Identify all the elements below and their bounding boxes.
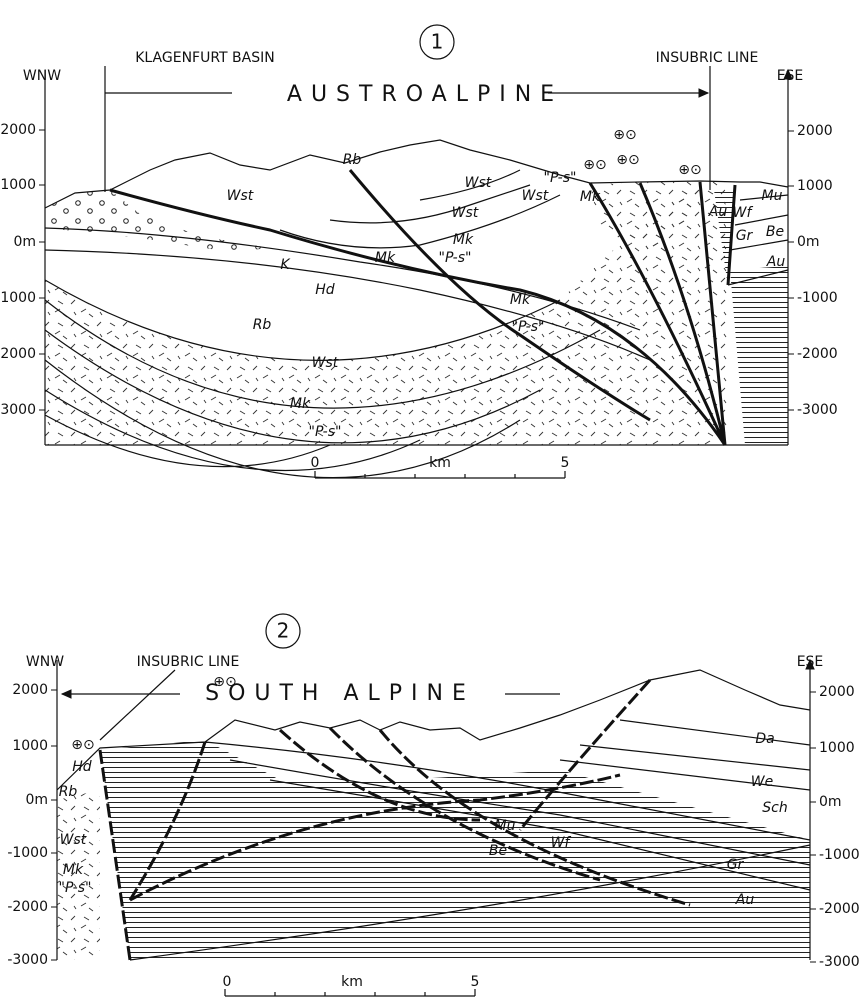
- unit-label: Wst: [60, 832, 87, 848]
- left-axis-label: -3000: [0, 402, 36, 418]
- scale-start: 0: [223, 974, 232, 990]
- unit-label: ⊕⊙: [583, 157, 606, 173]
- unit-label: ⊕⊙: [71, 737, 94, 753]
- unit-label: Sch: [762, 800, 787, 816]
- unit-label: Wf: [733, 205, 754, 221]
- unit-label: Wst: [465, 175, 492, 191]
- scale-unit: km: [429, 455, 451, 471]
- right-axis-label: 1000: [797, 178, 833, 194]
- left-axis-label: -3000: [7, 952, 48, 968]
- unit-label: ⊕⊙: [678, 162, 701, 178]
- right-axis-label: -1000: [797, 290, 838, 306]
- au-block: [730, 266, 788, 445]
- scale-end: 5: [561, 455, 570, 471]
- unit-label: Mk: [580, 189, 601, 205]
- unit-label: Mu: [762, 188, 783, 204]
- unit-label: Mk: [510, 292, 531, 308]
- unit-label: Hd: [315, 282, 335, 298]
- left-axis-label: 0m: [13, 234, 36, 250]
- region-label: INSUBRIC LINE: [137, 654, 240, 670]
- unit-label: "P-s": [544, 170, 577, 186]
- left-axis-label: 1000: [0, 177, 36, 193]
- direction: WNW: [23, 68, 61, 84]
- unit-label: ⊕⊙: [613, 127, 636, 143]
- unit-label: Hd: [72, 759, 92, 775]
- unit-label: ⊕⊙: [213, 674, 236, 690]
- unit-label: "P-s": [439, 250, 472, 266]
- scale-unit: km: [341, 974, 363, 990]
- left-axis-label: 1000: [12, 738, 48, 754]
- unit-label: Mk: [453, 232, 474, 248]
- unit-label: Wst: [227, 188, 254, 204]
- section-2: 2 WNW INSUBRIC LINE ESE SOUTH ALPINE 0 k…: [26, 614, 823, 996]
- unit-label: We: [751, 774, 773, 790]
- left-axis-label: -2000: [7, 899, 48, 915]
- section-1: 1 KLAGENFURT BASIN INSUBRIC LINE WNW ESE…: [23, 25, 803, 478]
- left-axis-label: -1000: [0, 290, 36, 306]
- unit-label: Au: [708, 204, 728, 220]
- unit-label: Au: [735, 892, 755, 908]
- region-label: INSUBRIC LINE: [656, 50, 759, 66]
- left-axis-label: -2000: [0, 346, 36, 362]
- right-axis-label: -3000: [797, 402, 838, 418]
- unit-label: Rb: [343, 152, 362, 168]
- unit-label: Wst: [312, 355, 339, 371]
- unit-label: Be: [766, 224, 784, 240]
- section-number: 1: [431, 30, 444, 54]
- unit-label: Da: [755, 731, 774, 747]
- unit-label: Gr: [736, 228, 754, 244]
- region-label: KLAGENFURT BASIN: [135, 50, 274, 66]
- unit-label: K: [280, 257, 291, 273]
- scale-bar: [225, 989, 475, 996]
- au-block: [100, 740, 810, 960]
- unit-label: Rb: [253, 317, 272, 333]
- right-axis-label: -3000: [819, 954, 859, 970]
- cross-sections: 1 KLAGENFURT BASIN INSUBRIC LINE WNW ESE…: [0, 0, 859, 1006]
- unit-label: Wst: [522, 188, 549, 204]
- domain-label: SOUTH ALPINE: [205, 681, 475, 706]
- left-axis-label: 0m: [25, 792, 48, 808]
- left-axis-label: 2000: [0, 122, 36, 138]
- unit-label: Be: [489, 843, 507, 859]
- unit-label: Gr: [727, 857, 745, 873]
- left-axis-label: -1000: [7, 845, 48, 861]
- right-axis-label: 2000: [819, 684, 855, 700]
- scale-start: 0: [311, 455, 320, 471]
- unit-label: ⊕⊙: [616, 152, 639, 168]
- layer-boundary: [280, 170, 560, 248]
- unit-label: Rb: [59, 784, 78, 800]
- direction: WNW: [26, 654, 64, 670]
- scale-end: 5: [471, 974, 480, 990]
- domain-label: AUSTROALPINE: [287, 82, 563, 107]
- unit-label: Mk: [375, 250, 396, 266]
- direction: ESE: [777, 68, 804, 84]
- right-axis-label: 2000: [797, 123, 833, 139]
- unit-label: "P-s": [309, 424, 342, 440]
- section-number: 2: [277, 619, 290, 643]
- right-axis-label: -2000: [797, 346, 838, 362]
- unit-label: Wst: [452, 205, 479, 221]
- right-axis-label: 0m: [797, 234, 820, 250]
- right-axis-label: -1000: [819, 847, 859, 863]
- unit-label: "P-s": [59, 880, 92, 896]
- unit-label: Au: [766, 254, 786, 270]
- unit-label: Wf: [551, 835, 572, 851]
- right-axis-label: -2000: [819, 901, 859, 917]
- right-axis-label: 0m: [819, 794, 842, 810]
- unit-label: Mu: [495, 818, 516, 834]
- unit-label: "P-s": [512, 319, 545, 335]
- right-axis-label: 1000: [819, 740, 855, 756]
- left-axis-label: 2000: [12, 682, 48, 698]
- unit-label: Mk: [290, 396, 311, 412]
- unit-label: Mk: [63, 862, 84, 878]
